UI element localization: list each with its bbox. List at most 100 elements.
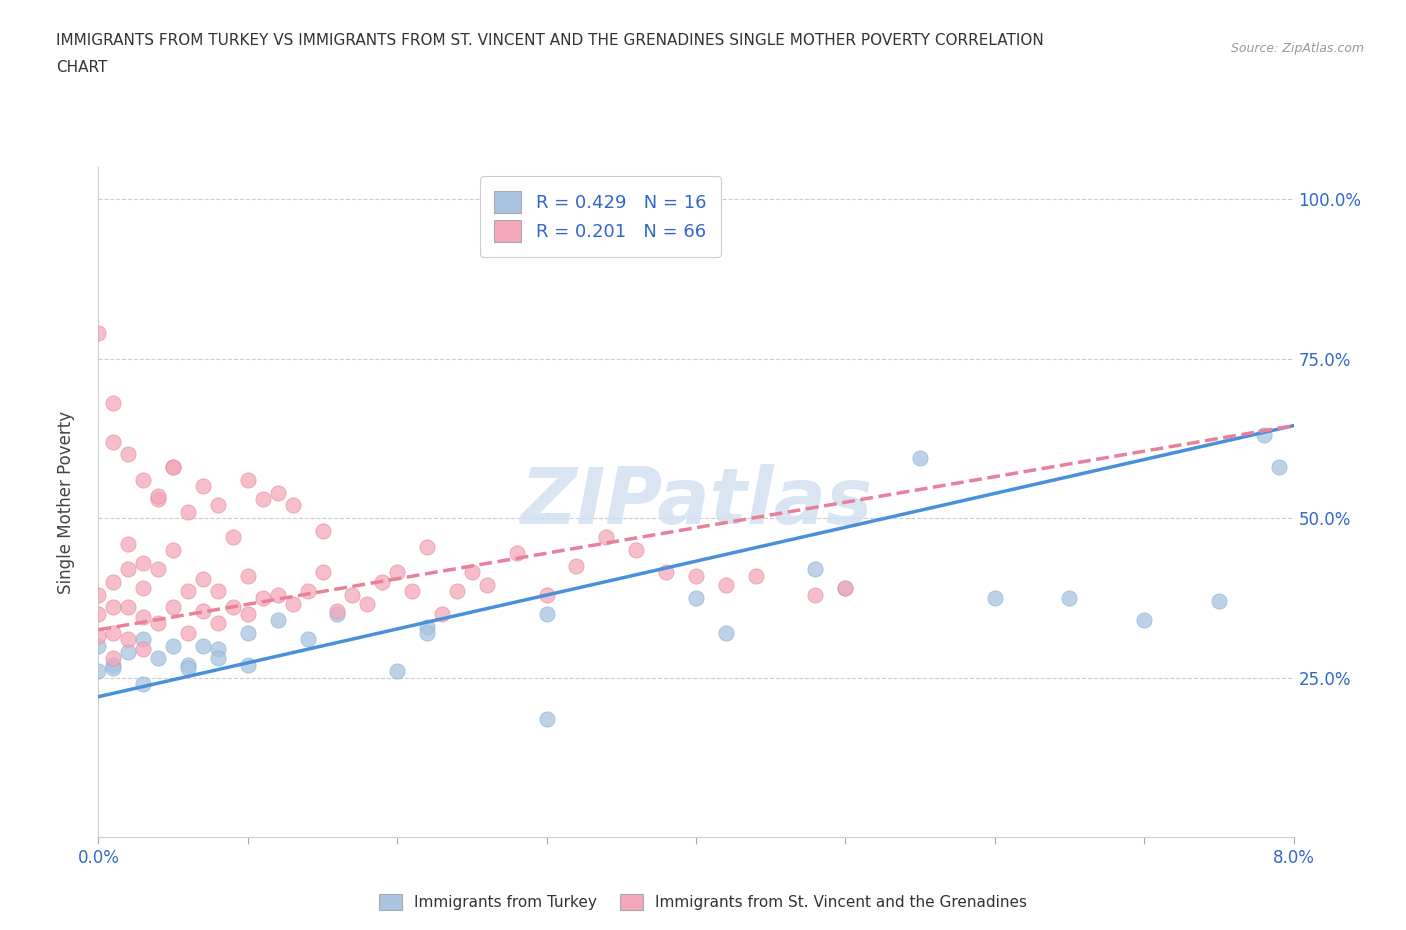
Point xyxy=(191,571,214,586)
Point xyxy=(430,606,453,621)
Point xyxy=(1059,591,1081,605)
Point xyxy=(506,546,529,561)
Point xyxy=(191,479,214,494)
Point xyxy=(162,638,184,653)
Legend: Immigrants from Turkey, Immigrants from St. Vincent and the Grenadines: Immigrants from Turkey, Immigrants from … xyxy=(371,886,1035,918)
Point xyxy=(834,581,856,596)
Point xyxy=(207,616,229,631)
Point xyxy=(87,664,110,679)
Point xyxy=(655,565,678,579)
Point xyxy=(103,660,125,675)
Point xyxy=(983,591,1005,605)
Point xyxy=(117,447,139,462)
Point xyxy=(236,472,259,487)
Point xyxy=(132,676,155,691)
Point xyxy=(162,459,184,474)
Point xyxy=(103,600,125,615)
Point xyxy=(908,450,931,465)
Point xyxy=(132,581,155,596)
Point xyxy=(297,584,319,599)
Point xyxy=(267,485,290,500)
Point xyxy=(685,591,707,605)
Point xyxy=(281,597,304,612)
Point xyxy=(132,631,155,646)
Point xyxy=(87,587,110,602)
Point xyxy=(595,530,617,545)
Point xyxy=(207,642,229,657)
Point xyxy=(267,587,290,602)
Point xyxy=(207,498,229,512)
Point xyxy=(252,492,274,507)
Point xyxy=(236,606,259,621)
Point xyxy=(685,568,707,583)
Point xyxy=(162,459,184,474)
Point xyxy=(371,575,394,590)
Point xyxy=(804,587,827,602)
Point xyxy=(117,537,139,551)
Point xyxy=(177,584,200,599)
Point xyxy=(191,604,214,618)
Text: CHART: CHART xyxy=(56,60,108,75)
Point xyxy=(416,619,439,634)
Text: ZIPatlas: ZIPatlas xyxy=(520,464,872,540)
Point xyxy=(191,638,214,653)
Point xyxy=(804,562,827,577)
Point xyxy=(103,575,125,590)
Text: Source: ZipAtlas.com: Source: ZipAtlas.com xyxy=(1230,42,1364,55)
Point xyxy=(236,568,259,583)
Point xyxy=(222,600,245,615)
Text: IMMIGRANTS FROM TURKEY VS IMMIGRANTS FROM ST. VINCENT AND THE GRENADINES SINGLE : IMMIGRANTS FROM TURKEY VS IMMIGRANTS FRO… xyxy=(56,33,1045,47)
Point xyxy=(207,584,229,599)
Point xyxy=(416,626,439,641)
Point xyxy=(401,584,423,599)
Point xyxy=(565,559,588,574)
Point xyxy=(326,604,349,618)
Point xyxy=(356,597,378,612)
Point xyxy=(132,642,155,657)
Point xyxy=(103,626,125,641)
Point xyxy=(87,326,110,340)
Point xyxy=(132,609,155,624)
Point xyxy=(162,542,184,557)
Point xyxy=(87,638,110,653)
Point xyxy=(475,578,498,592)
Point xyxy=(326,606,349,621)
Point xyxy=(714,626,737,641)
Point xyxy=(207,651,229,666)
Point xyxy=(87,629,110,644)
Point xyxy=(1133,613,1156,628)
Point xyxy=(1267,459,1289,474)
Point xyxy=(236,626,259,641)
Point xyxy=(177,626,200,641)
Point xyxy=(416,539,439,554)
Point xyxy=(446,584,468,599)
Point xyxy=(103,434,125,449)
Point xyxy=(536,587,558,602)
Point xyxy=(87,606,110,621)
Point xyxy=(267,613,290,628)
Point xyxy=(714,578,737,592)
Point xyxy=(222,530,245,545)
Point xyxy=(103,658,125,672)
Point xyxy=(117,631,139,646)
Point xyxy=(148,488,170,503)
Point xyxy=(252,591,274,605)
Point xyxy=(745,568,768,583)
Point xyxy=(117,600,139,615)
Point xyxy=(385,664,409,679)
Point xyxy=(536,711,558,726)
Point xyxy=(103,651,125,666)
Point xyxy=(236,658,259,672)
Point xyxy=(177,658,200,672)
Point xyxy=(132,472,155,487)
Point xyxy=(132,555,155,570)
Point xyxy=(103,396,125,411)
Point xyxy=(281,498,304,512)
Point xyxy=(177,504,200,519)
Point xyxy=(117,644,139,659)
Point xyxy=(148,492,170,507)
Point xyxy=(311,565,333,579)
Point xyxy=(385,565,409,579)
Legend: R = 0.429   N = 16, R = 0.201   N = 66: R = 0.429 N = 16, R = 0.201 N = 66 xyxy=(479,177,721,257)
Point xyxy=(117,562,139,577)
